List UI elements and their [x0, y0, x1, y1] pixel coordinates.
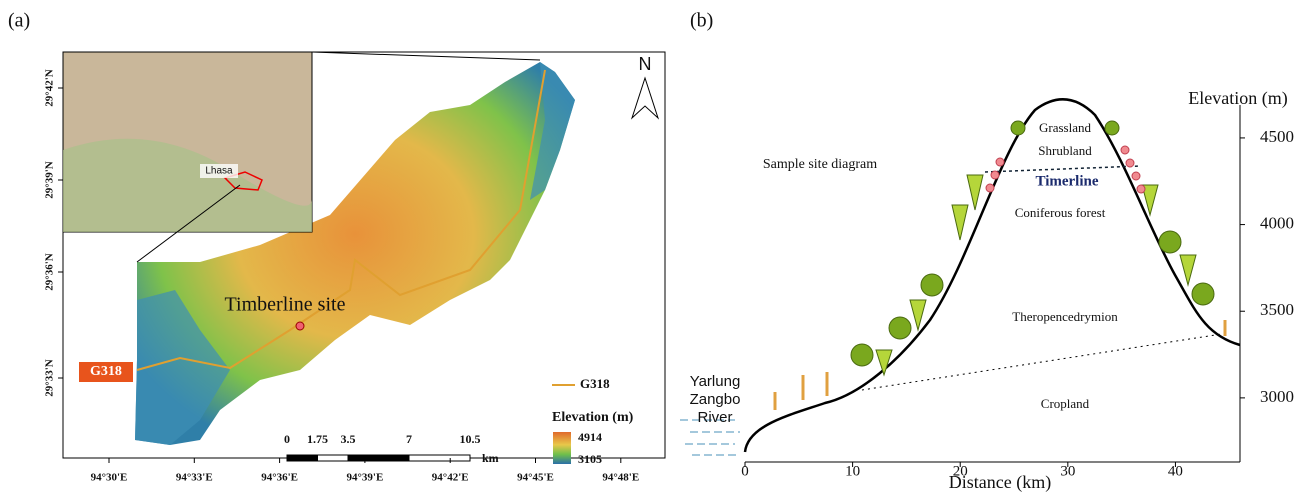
zone-label: Theropencedrymion	[1012, 309, 1118, 324]
panel-label: (b)	[690, 10, 713, 32]
timberline-line	[984, 165, 1141, 173]
valley	[530, 62, 575, 200]
y-axis-title: Elevation (m)	[1188, 88, 1287, 109]
north-arrow	[630, 76, 660, 120]
scale-label: 3.5	[341, 432, 356, 446]
y-tick-label: 3000	[1260, 387, 1294, 406]
zoom-line	[311, 51, 541, 61]
longitude-label: 94°39'E	[347, 472, 384, 484]
river-line: Zangbo	[690, 391, 741, 408]
zoom-line	[136, 184, 241, 263]
city-label: Lhasa	[205, 166, 233, 177]
x-tick-label: 30	[1060, 463, 1075, 479]
longitude-label: 94°45'E	[517, 472, 554, 484]
site-label: Timberline site	[225, 294, 346, 316]
legend-road-label: G318	[580, 376, 610, 391]
scale-label: 1.75	[307, 432, 328, 446]
longitude-label: 94°36'E	[261, 472, 298, 484]
scale-label: 10.5	[460, 432, 481, 446]
river-line: Yarlung	[690, 373, 741, 390]
y-tick-label: 3500	[1260, 300, 1294, 319]
timberline-points	[985, 145, 1146, 194]
legend-ramp	[553, 432, 571, 464]
road	[136, 69, 546, 371]
road-tag	[79, 362, 133, 382]
zone-label: Cropland	[1041, 396, 1090, 411]
scale-label: 0	[284, 432, 290, 446]
scale-segment	[347, 454, 410, 462]
legend-max: 4914	[578, 430, 602, 444]
scale-label: 7	[406, 432, 412, 446]
diagram-title: Sample site diagram	[763, 157, 877, 172]
y-tick-label: 4500	[1260, 127, 1294, 146]
legend-min: 3105	[578, 452, 602, 466]
city-box	[200, 164, 238, 178]
x-axis-title: Distance (km)	[949, 472, 1051, 493]
longitude-label: 94°33'E	[176, 472, 213, 484]
north-label: N	[639, 54, 652, 74]
scale-bar: 0 1.75 3.5 7 10.5km	[284, 432, 499, 465]
x-tick-label: 10	[845, 463, 860, 479]
latitude-label: 29°42'N	[44, 69, 56, 106]
longitude-label: 94°48'E	[602, 472, 639, 484]
scale-segment	[286, 454, 318, 462]
latitude-label: 29°36'N	[44, 253, 56, 290]
scale-unit: km	[482, 451, 499, 465]
scale-segment	[317, 454, 349, 462]
x-tick-label: 20	[953, 463, 968, 479]
wheat	[773, 320, 1227, 410]
legend-title: Elevation (m)	[552, 410, 634, 425]
zone-label: Grassland	[1039, 120, 1091, 135]
inset-lowland	[63, 138, 312, 232]
study-area	[223, 171, 263, 191]
valley	[135, 290, 230, 445]
river-waves	[680, 419, 740, 456]
zone-label: Timerline	[1035, 173, 1098, 189]
x-tick-label: 40	[1168, 463, 1183, 479]
scale-segment	[408, 454, 471, 462]
trees	[850, 120, 1215, 377]
zone-label: Shrubland	[1038, 143, 1092, 158]
site-marker	[295, 321, 305, 331]
panel-label: (a)	[8, 10, 30, 32]
crop-boundary	[861, 332, 1229, 391]
elevation-map	[135, 62, 575, 445]
road-tag-label: G318	[90, 364, 122, 379]
x-tick-label: 0	[741, 463, 749, 479]
latitude-label: 29°33'N	[44, 359, 56, 396]
longitude-label: 94°42'E	[432, 472, 469, 484]
terrain-profile	[743, 98, 1241, 453]
zone-label: Coniferous forest	[1015, 205, 1106, 220]
latitude-label: 29°39'N	[44, 161, 56, 198]
river-line: River	[697, 409, 732, 426]
longitude-label: 94°30'E	[91, 472, 128, 484]
y-tick-label: 4000	[1260, 213, 1294, 232]
